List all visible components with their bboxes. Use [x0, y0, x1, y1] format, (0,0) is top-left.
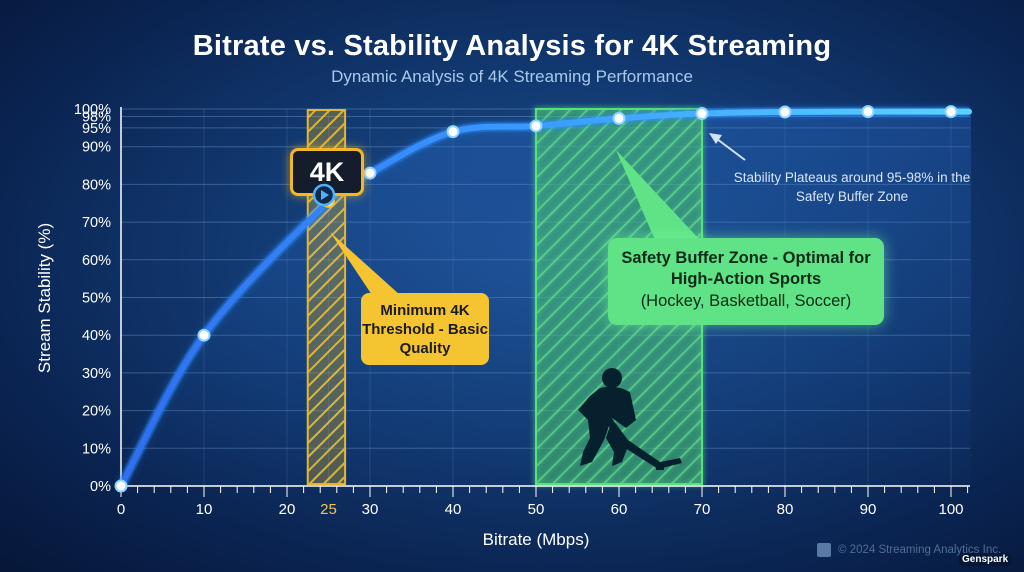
plateau-arrow-head: [709, 133, 722, 144]
data-points: [114, 105, 958, 493]
y-tick-label: 98%: [82, 110, 111, 126]
y-tick-label: 0%: [90, 479, 111, 495]
brand-watermark: Genspark: [959, 553, 1012, 566]
series-line: [116, 106, 972, 489]
y-tick-label: 90%: [82, 140, 111, 156]
4k-badge-label: 4K: [309, 157, 345, 187]
data-point: [778, 105, 792, 119]
chart-subtitle: Dynamic Analysis of 4K Streaming Perform…: [331, 67, 693, 86]
y-tick-label: 70%: [82, 215, 111, 231]
y-tick-label: 30%: [82, 366, 111, 382]
y-tick-label: 60%: [82, 253, 111, 269]
x-tick-label: 30: [362, 501, 379, 518]
y-axis-label: Stream Stability (%): [35, 223, 54, 373]
threshold-pointer: [330, 232, 400, 295]
safety-zone-callout: Safety Buffer Zone - Optimal for High-Ac…: [608, 238, 884, 325]
chart-title: Bitrate vs. Stability Analysis for 4K St…: [192, 30, 832, 62]
callout-pointers: [330, 133, 746, 295]
y-tick-label: 40%: [82, 328, 111, 344]
company-logo: [817, 543, 831, 557]
safety-zone-sports: (Hockey, Basketball, Soccer): [640, 292, 852, 310]
x-tick-label: 25: [320, 501, 337, 518]
play-icon: [312, 183, 336, 207]
plateau-annotation: Stability Plateaus around 95-98% in the …: [733, 170, 971, 204]
y-tick-label: 10%: [82, 441, 111, 457]
data-point: [861, 105, 875, 119]
x-tick-label: 70: [694, 501, 711, 518]
x-axis-label: Bitrate (Mbps): [483, 530, 590, 549]
series-line-path: [118, 108, 972, 489]
x-tick-label: 100: [938, 501, 963, 518]
x-tick-label: 10: [196, 501, 213, 518]
threshold-callout: Minimum 4K Threshold - Basic Quality: [361, 293, 489, 365]
threshold-callout-text: Minimum 4K Threshold - Basic Quality: [362, 301, 488, 357]
axes: [120, 107, 970, 497]
data-point: [944, 105, 958, 119]
x-tick-label: 90: [860, 501, 877, 518]
data-point: [695, 107, 709, 121]
axis-labels: 0% 10% 20% 30% 40% 50% 60% 70% 80% 90% 95%98%100% 0…: [35, 102, 964, 549]
hockey-player-icon: [578, 368, 682, 470]
x-tick-label: 60: [611, 501, 628, 518]
data-point: [363, 166, 377, 180]
x-tick-label: 40: [445, 501, 462, 518]
data-point: [529, 119, 543, 133]
y-tick-label: 95%: [82, 121, 111, 137]
x-tick-label: 50: [528, 501, 545, 518]
data-point: [114, 479, 128, 493]
x-tick-label: 80: [777, 501, 794, 518]
data-point: [197, 328, 211, 342]
safety-pointer: [616, 150, 700, 240]
safety-zone-title: Safety Buffer Zone - Optimal for High-Ac…: [621, 249, 871, 288]
y-tick-label: 20%: [82, 404, 111, 420]
x-tick-label: 0: [117, 501, 125, 518]
copyright-text: © 2024 Streaming Analytics Inc.: [838, 544, 1002, 556]
y-tick-label: 80%: [82, 177, 111, 193]
x-tick-label: 20: [279, 501, 296, 518]
y-tick-label: 50%: [82, 291, 111, 307]
y-tick-label: 100%: [74, 102, 111, 118]
data-point: [612, 111, 626, 125]
data-point: [446, 125, 460, 139]
